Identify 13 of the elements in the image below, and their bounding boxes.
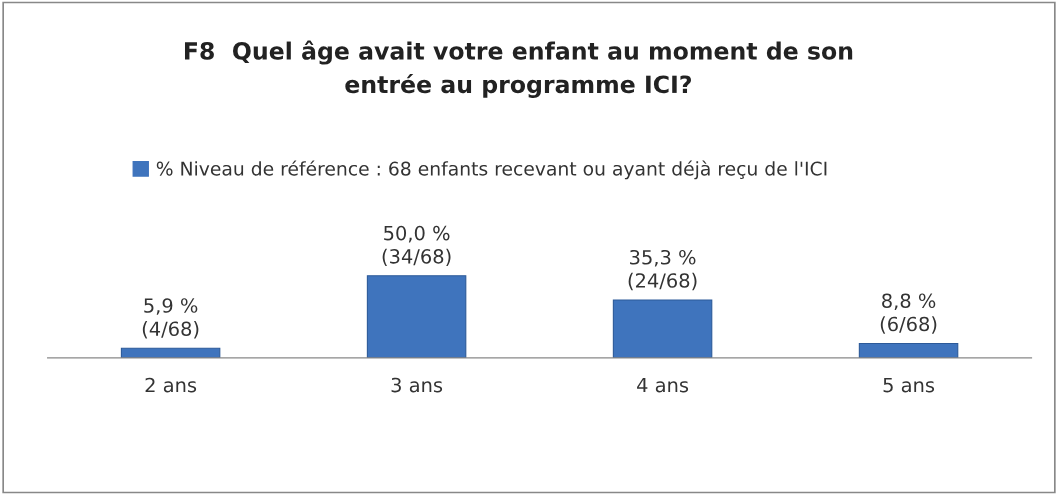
x-tick-label: 4 ans <box>637 377 689 393</box>
bar <box>858 342 959 358</box>
x-tick-label: 5 ans <box>883 377 935 393</box>
data-label: 50,0 % (34/68) <box>382 225 451 266</box>
bar <box>366 275 467 358</box>
x-tick-label: 2 ans <box>145 377 197 393</box>
bar <box>612 299 713 358</box>
data-label: 5,9 % (4/68) <box>142 298 199 339</box>
x-tick-label: 3 ans <box>391 377 443 393</box>
data-label: 35,3 % (24/68) <box>628 249 697 291</box>
legend-label: % Niveau de référence : 68 enfants recevant ou ayant déjà reçu de l'ICI <box>156 160 827 180</box>
data-label: 8,8 % (6/68) <box>880 293 937 334</box>
chart-title: F8 Quel âge avait votre enfant au moment de son entrée au programme ICI? <box>185 40 853 98</box>
